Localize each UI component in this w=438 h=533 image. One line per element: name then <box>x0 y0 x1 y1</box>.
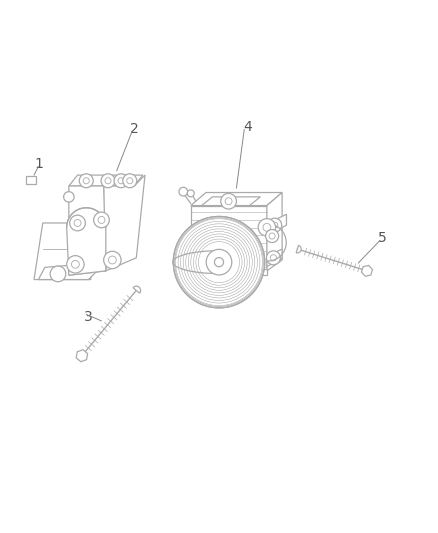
Circle shape <box>225 198 232 205</box>
Circle shape <box>79 174 93 188</box>
Circle shape <box>270 255 276 261</box>
Polygon shape <box>191 206 267 271</box>
Circle shape <box>98 216 105 223</box>
Polygon shape <box>39 262 106 279</box>
Circle shape <box>64 192 74 202</box>
Polygon shape <box>104 175 145 271</box>
Polygon shape <box>67 208 106 275</box>
Polygon shape <box>69 175 143 186</box>
Text: 4: 4 <box>243 120 252 134</box>
Circle shape <box>94 212 110 228</box>
Circle shape <box>206 249 232 275</box>
Circle shape <box>268 218 282 232</box>
Circle shape <box>263 223 271 231</box>
Circle shape <box>101 174 115 188</box>
Circle shape <box>265 230 279 243</box>
Circle shape <box>67 256 84 273</box>
Polygon shape <box>69 186 106 275</box>
Polygon shape <box>267 214 286 236</box>
Circle shape <box>71 261 79 268</box>
Polygon shape <box>191 269 210 275</box>
Circle shape <box>269 233 275 239</box>
Circle shape <box>173 216 265 308</box>
Circle shape <box>179 187 187 196</box>
Circle shape <box>105 177 111 184</box>
Text: 2: 2 <box>130 123 138 136</box>
Circle shape <box>187 190 194 197</box>
Text: 1: 1 <box>34 157 43 171</box>
Text: 5: 5 <box>378 231 387 245</box>
Polygon shape <box>34 223 99 279</box>
Circle shape <box>123 174 137 188</box>
Polygon shape <box>361 265 372 276</box>
Circle shape <box>114 174 128 188</box>
Circle shape <box>83 177 89 184</box>
Circle shape <box>221 193 237 209</box>
Polygon shape <box>201 197 260 206</box>
Circle shape <box>70 215 85 231</box>
Circle shape <box>127 177 133 184</box>
Polygon shape <box>76 350 88 362</box>
Circle shape <box>194 267 205 277</box>
Polygon shape <box>267 249 282 266</box>
Circle shape <box>215 257 223 266</box>
Polygon shape <box>26 176 36 184</box>
Circle shape <box>266 251 280 265</box>
Polygon shape <box>191 192 282 206</box>
Circle shape <box>258 219 276 236</box>
Text: 3: 3 <box>84 310 93 324</box>
Circle shape <box>50 266 66 282</box>
Polygon shape <box>296 245 301 253</box>
Circle shape <box>109 256 116 264</box>
Circle shape <box>272 222 278 228</box>
Polygon shape <box>267 192 282 271</box>
Circle shape <box>74 220 81 227</box>
Circle shape <box>118 177 124 184</box>
Circle shape <box>104 251 121 269</box>
Polygon shape <box>237 269 267 275</box>
Polygon shape <box>133 286 141 293</box>
Circle shape <box>244 267 254 277</box>
